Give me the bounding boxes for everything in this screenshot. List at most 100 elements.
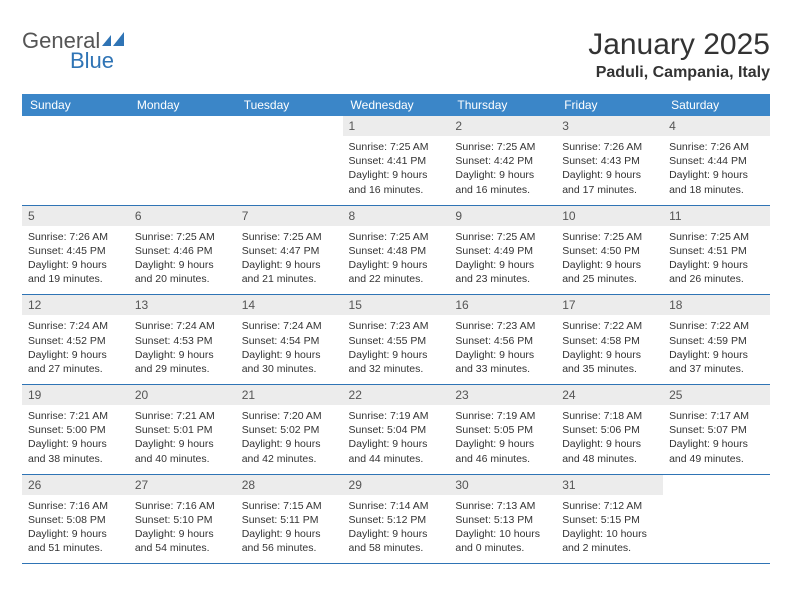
day-detail-line: Sunrise: 7:18 AM (562, 409, 657, 423)
weekday-header: Wednesday (343, 94, 450, 116)
day-detail-line: Sunset: 5:12 PM (349, 513, 444, 527)
day-number: 15 (343, 295, 450, 315)
day-detail-line: Daylight: 9 hours (242, 258, 337, 272)
day-detail-line: Daylight: 10 hours (455, 527, 550, 541)
day-number: 2 (449, 116, 556, 136)
day-detail-line: Daylight: 10 hours (562, 527, 657, 541)
day-detail-line: Daylight: 9 hours (135, 258, 230, 272)
day-details: Sunrise: 7:25 AMSunset: 4:42 PMDaylight:… (449, 136, 556, 205)
day-detail-line: Sunrise: 7:20 AM (242, 409, 337, 423)
calendar-day-cell: 24Sunrise: 7:18 AMSunset: 5:06 PMDayligh… (556, 385, 663, 475)
day-number: 21 (236, 385, 343, 405)
day-details: Sunrise: 7:26 AMSunset: 4:44 PMDaylight:… (663, 136, 770, 205)
calendar-week-row: . . . 1Sunrise: 7:25 AMSunset: 4:41 PMDa… (22, 116, 770, 205)
day-detail-line: and 20 minutes. (135, 272, 230, 286)
day-detail-line: Sunrise: 7:21 AM (135, 409, 230, 423)
day-number: 14 (236, 295, 343, 315)
calendar-day-cell: 11Sunrise: 7:25 AMSunset: 4:51 PMDayligh… (663, 205, 770, 295)
day-detail-line: Daylight: 9 hours (562, 437, 657, 451)
day-detail-line: Sunrise: 7:25 AM (242, 230, 337, 244)
day-number: 8 (343, 206, 450, 226)
day-detail-line: Sunset: 4:49 PM (455, 244, 550, 258)
day-detail-line: and 25 minutes. (562, 272, 657, 286)
day-details: Sunrise: 7:25 AMSunset: 4:51 PMDaylight:… (663, 226, 770, 295)
day-detail-line: Daylight: 9 hours (242, 527, 337, 541)
day-detail-line: Sunset: 5:02 PM (242, 423, 337, 437)
day-detail-line: Daylight: 9 hours (349, 348, 444, 362)
day-detail-line: Daylight: 9 hours (242, 437, 337, 451)
day-number: 10 (556, 206, 663, 226)
calendar-day-cell: 8Sunrise: 7:25 AMSunset: 4:48 PMDaylight… (343, 205, 450, 295)
day-detail-line: Daylight: 9 hours (669, 348, 764, 362)
day-number: 7 (236, 206, 343, 226)
calendar-week-row: 12Sunrise: 7:24 AMSunset: 4:52 PMDayligh… (22, 295, 770, 385)
day-detail-line: Sunset: 5:00 PM (28, 423, 123, 437)
day-detail-line: Sunrise: 7:13 AM (455, 499, 550, 513)
day-detail-line: Sunrise: 7:25 AM (455, 140, 550, 154)
day-detail-line: Sunset: 5:07 PM (669, 423, 764, 437)
day-detail-line: Sunrise: 7:21 AM (28, 409, 123, 423)
day-detail-line: Sunrise: 7:16 AM (135, 499, 230, 513)
day-number: 1 (343, 116, 450, 136)
calendar-week-row: 5Sunrise: 7:26 AMSunset: 4:45 PMDaylight… (22, 205, 770, 295)
day-details: Sunrise: 7:17 AMSunset: 5:07 PMDaylight:… (663, 405, 770, 474)
calendar-day-cell: 2Sunrise: 7:25 AMSunset: 4:42 PMDaylight… (449, 116, 556, 205)
calendar-day-cell: 20Sunrise: 7:21 AMSunset: 5:01 PMDayligh… (129, 385, 236, 475)
day-number: 22 (343, 385, 450, 405)
day-detail-line: Sunrise: 7:25 AM (562, 230, 657, 244)
day-detail-line: and 18 minutes. (669, 183, 764, 197)
day-detail-line: Sunrise: 7:25 AM (349, 230, 444, 244)
day-detail-line: Sunset: 4:43 PM (562, 154, 657, 168)
day-detail-line: Sunrise: 7:23 AM (455, 319, 550, 333)
day-detail-line: and 21 minutes. (242, 272, 337, 286)
day-detail-line: Daylight: 9 hours (28, 527, 123, 541)
day-number: 6 (129, 206, 236, 226)
day-details: Sunrise: 7:21 AMSunset: 5:00 PMDaylight:… (22, 405, 129, 474)
day-details: Sunrise: 7:12 AMSunset: 5:15 PMDaylight:… (556, 495, 663, 564)
day-number: 19 (22, 385, 129, 405)
day-detail-line: Sunset: 4:47 PM (242, 244, 337, 258)
calendar-day-cell: . (663, 474, 770, 564)
day-detail-line: Daylight: 9 hours (455, 348, 550, 362)
day-detail-line: Sunset: 4:55 PM (349, 334, 444, 348)
day-detail-line: and 37 minutes. (669, 362, 764, 376)
day-detail-line: Sunrise: 7:25 AM (455, 230, 550, 244)
day-details: Sunrise: 7:25 AMSunset: 4:47 PMDaylight:… (236, 226, 343, 295)
day-detail-line: Sunset: 4:44 PM (669, 154, 764, 168)
month-title: January 2025 (588, 28, 770, 62)
day-detail-line: Daylight: 9 hours (28, 437, 123, 451)
day-details: Sunrise: 7:24 AMSunset: 4:53 PMDaylight:… (129, 315, 236, 384)
calendar-day-cell: 28Sunrise: 7:15 AMSunset: 5:11 PMDayligh… (236, 474, 343, 564)
calendar-week-row: 19Sunrise: 7:21 AMSunset: 5:00 PMDayligh… (22, 385, 770, 475)
day-details: Sunrise: 7:24 AMSunset: 4:52 PMDaylight:… (22, 315, 129, 384)
day-detail-line: Sunset: 4:46 PM (135, 244, 230, 258)
day-detail-line: and 16 minutes. (349, 183, 444, 197)
day-detail-line: Sunrise: 7:25 AM (135, 230, 230, 244)
day-detail-line: Sunset: 4:50 PM (562, 244, 657, 258)
calendar-day-cell: 16Sunrise: 7:23 AMSunset: 4:56 PMDayligh… (449, 295, 556, 385)
weekday-header: Sunday (22, 94, 129, 116)
day-detail-line: Daylight: 9 hours (135, 348, 230, 362)
day-details: Sunrise: 7:13 AMSunset: 5:13 PMDaylight:… (449, 495, 556, 564)
day-details: Sunrise: 7:25 AMSunset: 4:41 PMDaylight:… (343, 136, 450, 205)
day-detail-line: and 51 minutes. (28, 541, 123, 555)
day-details: Sunrise: 7:23 AMSunset: 4:56 PMDaylight:… (449, 315, 556, 384)
day-detail-line: Sunrise: 7:14 AM (349, 499, 444, 513)
day-detail-line: Sunrise: 7:19 AM (455, 409, 550, 423)
day-detail-line: and 58 minutes. (349, 541, 444, 555)
calendar-day-cell: 1Sunrise: 7:25 AMSunset: 4:41 PMDaylight… (343, 116, 450, 205)
day-detail-line: Sunset: 4:58 PM (562, 334, 657, 348)
day-detail-line: and 38 minutes. (28, 452, 123, 466)
calendar-day-cell: 13Sunrise: 7:24 AMSunset: 4:53 PMDayligh… (129, 295, 236, 385)
calendar-day-cell: 4Sunrise: 7:26 AMSunset: 4:44 PMDaylight… (663, 116, 770, 205)
day-detail-line: Daylight: 9 hours (455, 168, 550, 182)
day-detail-line: Daylight: 9 hours (349, 258, 444, 272)
day-detail-line: and 22 minutes. (349, 272, 444, 286)
day-detail-line: and 44 minutes. (349, 452, 444, 466)
day-detail-line: Sunset: 4:42 PM (455, 154, 550, 168)
day-detail-line: Sunrise: 7:26 AM (669, 140, 764, 154)
day-detail-line: and 33 minutes. (455, 362, 550, 376)
day-details: Sunrise: 7:14 AMSunset: 5:12 PMDaylight:… (343, 495, 450, 564)
day-detail-line: Sunset: 4:59 PM (669, 334, 764, 348)
day-detail-line: Sunset: 5:15 PM (562, 513, 657, 527)
